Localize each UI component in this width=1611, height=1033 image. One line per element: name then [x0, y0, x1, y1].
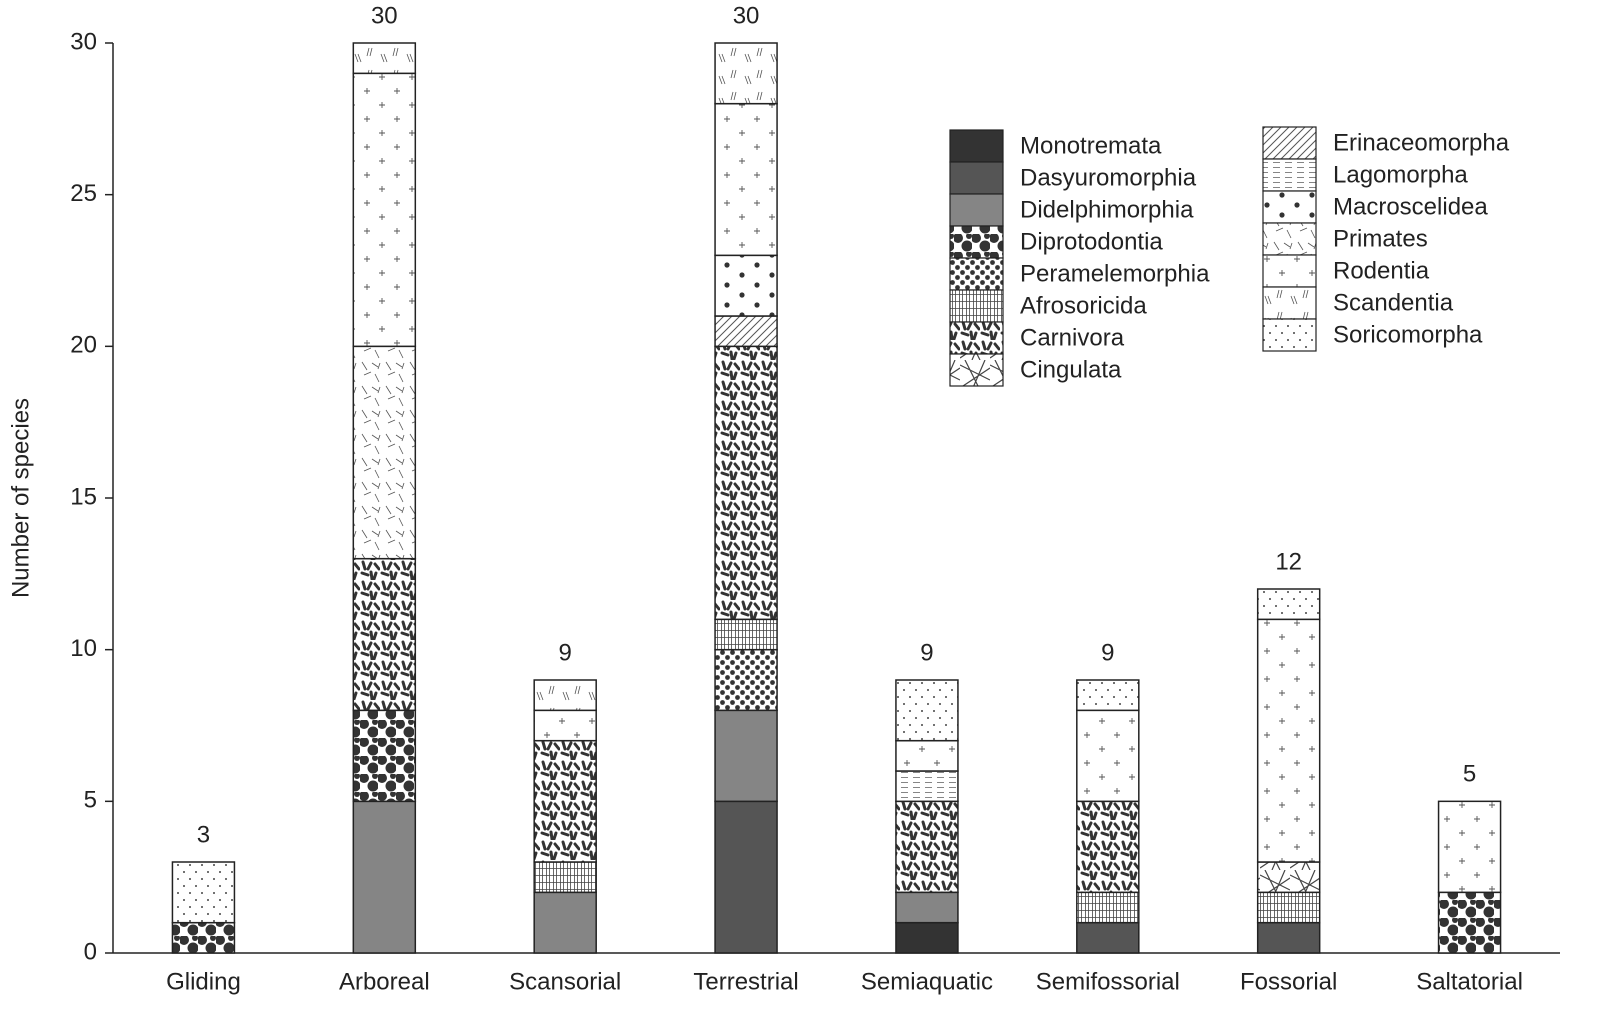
legend-label: Diprotodontia	[1020, 228, 1163, 255]
bar-segment	[714, 648, 778, 712]
x-tick-label: Semifossorial	[1036, 968, 1180, 995]
bar-segment	[352, 42, 417, 75]
bar-segment	[352, 800, 417, 954]
bar-segment	[1256, 618, 1321, 863]
bar-segment	[714, 345, 778, 621]
x-tick-label: Arboreal	[339, 968, 430, 995]
legend-label: Soricomorpha	[1333, 321, 1483, 348]
bar-segment	[895, 770, 959, 803]
total-label: 30	[733, 2, 760, 29]
legend-swatch	[949, 353, 1004, 387]
legend-label: Peramelemorphia	[1020, 260, 1210, 287]
legend-swatch	[1262, 190, 1317, 224]
bar-segment	[1256, 588, 1321, 621]
bar-segment	[533, 679, 597, 712]
legend-label: Didelphimorphia	[1020, 196, 1194, 223]
bar-segment	[1256, 891, 1321, 924]
legend-swatch	[949, 193, 1004, 227]
legend-swatch	[1262, 318, 1317, 352]
legend-swatch	[1262, 254, 1317, 288]
total-label: 5	[1463, 761, 1476, 788]
legend-swatch	[949, 257, 1004, 291]
total-label: 12	[1275, 548, 1302, 575]
legend-swatch	[1262, 158, 1317, 192]
bar-segment	[895, 921, 959, 954]
total-label: 3	[197, 821, 210, 848]
legend-swatch	[949, 321, 1004, 355]
bar-segment	[1076, 679, 1140, 712]
y-tick-label: 10	[70, 635, 97, 662]
legend-label: Scandentia	[1333, 289, 1454, 316]
bar-segment	[895, 891, 959, 924]
x-tick-label: Semiaquatic	[861, 968, 993, 995]
legend-swatch	[1262, 286, 1317, 320]
y-tick-label: 0	[84, 938, 97, 965]
total-label: 9	[920, 639, 933, 666]
legend-swatch	[949, 161, 1004, 195]
bar-segment	[171, 861, 236, 924]
legend-label: Cingulata	[1020, 356, 1122, 383]
bar-segment	[533, 891, 597, 954]
x-tick-label: Scansorial	[509, 968, 621, 995]
total-label: 30	[371, 2, 398, 29]
bar-segment	[714, 42, 778, 105]
bar-segment	[352, 557, 417, 712]
y-tick-label: 20	[70, 332, 97, 359]
legend-label: Dasyuromorphia	[1020, 164, 1197, 191]
bar-segment	[1076, 891, 1140, 924]
legend-swatch	[1262, 222, 1317, 256]
bar-segment	[895, 679, 959, 742]
legend-swatch	[1262, 126, 1317, 160]
y-tick-label: 5	[84, 787, 97, 814]
y-tick-label: 30	[70, 28, 97, 55]
legend-swatch	[949, 225, 1004, 259]
legend-label: Rodentia	[1333, 257, 1430, 284]
legend-label: Macroscelidea	[1333, 193, 1488, 220]
bar-segment	[1076, 800, 1140, 894]
bar-segment	[1256, 861, 1321, 894]
y-axis-label: Number of species	[7, 398, 34, 598]
total-label: 9	[1101, 639, 1114, 666]
bar-segment	[533, 709, 597, 742]
bar-segment	[895, 800, 959, 894]
bar-segment	[714, 102, 778, 257]
bar-segment	[171, 921, 236, 954]
total-label: 9	[559, 639, 572, 666]
legend-label: Erinaceomorpha	[1333, 129, 1510, 156]
bar-segment	[714, 800, 778, 954]
bar-segment	[1256, 921, 1321, 954]
bar-segment	[352, 709, 417, 803]
bar-segment	[352, 345, 417, 560]
bar-segment	[1437, 800, 1502, 894]
bar-segment	[533, 861, 597, 894]
x-tick-label: Fossorial	[1240, 968, 1337, 995]
legend-label: Carnivora	[1020, 324, 1125, 351]
x-tick-label: Saltatorial	[1416, 968, 1523, 995]
x-tick-label: Gliding	[166, 968, 241, 995]
legend-label: Monotremata	[1020, 132, 1162, 159]
legend-swatch	[949, 129, 1004, 163]
bar-segment	[895, 739, 959, 772]
legend-label: Lagomorpha	[1333, 161, 1468, 188]
x-tick-label: Terrestrial	[693, 968, 798, 995]
y-tick-label: 25	[70, 180, 97, 207]
bar-segment	[714, 618, 778, 651]
bar-segment	[714, 254, 778, 317]
bar-segment	[714, 315, 778, 348]
bar-segment	[533, 739, 597, 863]
bar-segment	[1437, 891, 1502, 954]
bar-segment	[714, 709, 778, 803]
legend-swatch	[949, 289, 1004, 323]
legend-label: Primates	[1333, 225, 1428, 252]
bar-segment	[352, 72, 417, 348]
bar-segment	[1076, 921, 1140, 954]
legend-label: Afrosoricida	[1020, 292, 1147, 319]
y-tick-label: 15	[70, 483, 97, 510]
bar-segment	[1076, 709, 1140, 803]
